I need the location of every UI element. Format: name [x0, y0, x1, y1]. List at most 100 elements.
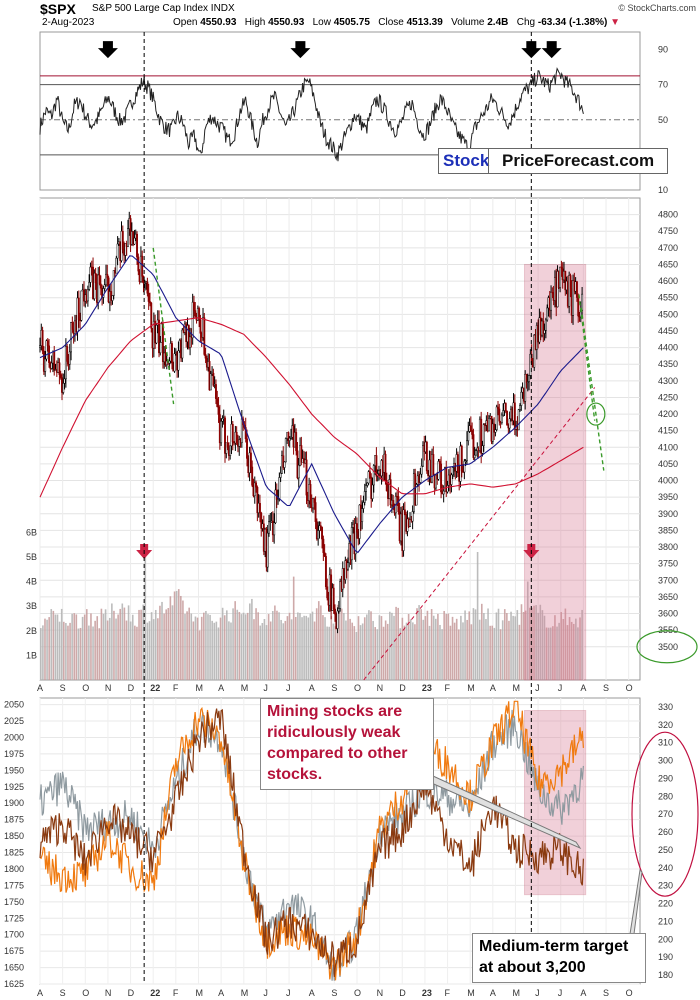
volume-bar — [483, 613, 485, 680]
volume-bar — [223, 615, 226, 680]
volume-bar — [146, 622, 149, 680]
volume-bar — [493, 627, 496, 680]
price-candle-body — [225, 442, 228, 454]
volume-bar — [317, 601, 320, 680]
price-candle-body — [314, 502, 317, 522]
price-candle-body — [313, 498, 316, 503]
price-candle-body — [89, 266, 92, 283]
price-candle-body — [70, 322, 73, 353]
price-candle-body — [402, 509, 405, 551]
volume-bar — [215, 621, 218, 680]
volume-bar — [108, 617, 111, 680]
price-candle-body — [53, 351, 56, 371]
volume-bar — [246, 612, 249, 680]
volume-bar — [150, 612, 153, 680]
open-value: 4550.93 — [200, 17, 237, 28]
comparison-x-label: J — [263, 988, 268, 998]
volume-bar — [290, 619, 293, 680]
volume-bar — [418, 605, 420, 680]
volume-bar — [382, 626, 385, 680]
price-candle-body — [475, 450, 477, 456]
price-tick-label: 3600 — [658, 609, 678, 619]
price-candle-body — [546, 307, 549, 321]
price-candle-body — [246, 438, 248, 459]
price-candle-body — [305, 459, 308, 496]
comparison-left-tick: 1650 — [4, 963, 24, 973]
price-candle-body — [419, 473, 422, 483]
price-candle-body — [273, 522, 276, 536]
comparison-right-tick: 290 — [658, 773, 673, 783]
volume-bar — [217, 627, 220, 680]
volume-bar — [537, 612, 540, 680]
comparison-x-label: M — [467, 988, 475, 998]
price-candle-body — [466, 440, 468, 461]
volume-bar — [182, 600, 184, 680]
comparison-left-tick: 1875 — [4, 815, 24, 825]
volume-bar — [238, 611, 241, 680]
volume-bar — [386, 623, 389, 680]
volume-bar — [138, 609, 140, 680]
comparison-right-tick: 270 — [658, 809, 673, 819]
price-candle-body — [215, 384, 217, 399]
price-candle-body — [77, 297, 80, 320]
high-label: High — [244, 17, 266, 28]
volume-bar — [441, 629, 443, 680]
price-candle-body — [191, 301, 194, 339]
price-candle-body — [556, 271, 559, 308]
comparison-left-tick: 1950 — [4, 765, 24, 775]
volume-bar — [531, 607, 533, 680]
price-candle-body — [171, 343, 173, 364]
volume-bar — [261, 623, 264, 680]
volume-bar — [579, 617, 581, 680]
volume-bar — [140, 609, 142, 680]
price-tick-label: 4750 — [658, 226, 678, 236]
volume-bar — [435, 618, 437, 680]
price-candle-body — [194, 310, 197, 317]
volume-bar — [437, 613, 439, 680]
volume-bar — [251, 598, 253, 680]
comparison-x-label: 23 — [422, 988, 432, 998]
price-candle-body — [97, 274, 100, 303]
price-candle-body — [80, 290, 83, 321]
price-candle-body — [372, 465, 375, 486]
volume-bar — [159, 605, 161, 680]
price-candle-body — [127, 228, 129, 247]
price-candle-body — [493, 423, 496, 433]
volume-bar — [106, 620, 109, 680]
price-candle-body — [467, 431, 470, 442]
price-tick-label: 4250 — [658, 392, 678, 402]
price-candle-body — [318, 525, 321, 531]
high-value: 4550.93 — [268, 17, 305, 28]
copyright-notice: © StockCharts.com — [618, 3, 696, 13]
rising-support-trendline — [363, 387, 596, 681]
volume-bar — [309, 613, 312, 680]
price-candle-body — [375, 455, 378, 477]
volume-bar — [326, 626, 328, 680]
comparison-x-label: O — [82, 988, 89, 998]
volume-bar — [111, 603, 113, 680]
volume-bar — [416, 608, 418, 680]
price-candle-body — [334, 608, 336, 615]
price-tick-label: 4500 — [658, 309, 678, 319]
ma50-line — [39, 255, 584, 554]
comparison-x-label: N — [377, 988, 384, 998]
price-candle-body — [472, 434, 475, 458]
price-candle-body — [71, 322, 74, 330]
chart-subtitle: S&P 500 Large Cap Index INDX — [92, 3, 235, 14]
volume-bar — [232, 608, 234, 680]
price-candle-body — [564, 270, 567, 291]
price-candle-body — [284, 438, 287, 463]
price-x-label: N — [377, 683, 384, 693]
price-candle-body — [432, 454, 435, 475]
volume-bar — [476, 552, 479, 680]
price-candle-body — [111, 295, 114, 301]
comparison-left-tick: 1725 — [4, 913, 24, 923]
price-candle-body — [93, 272, 96, 299]
price-candle-body — [256, 486, 259, 513]
volume-bar — [194, 616, 197, 680]
price-candle-body — [321, 527, 323, 540]
volume-bar — [173, 591, 176, 680]
volume-bar — [568, 617, 571, 680]
volume-bar — [409, 619, 412, 680]
